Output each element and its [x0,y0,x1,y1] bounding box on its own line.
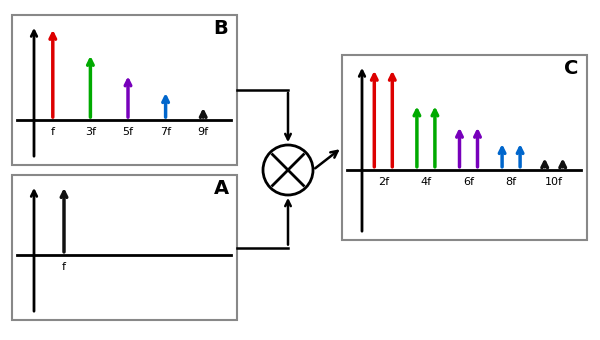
Circle shape [263,145,313,195]
Text: 2f: 2f [378,177,389,187]
Bar [342,55,587,240]
Text: 4f: 4f [421,177,431,187]
Text: 7f: 7f [160,127,171,137]
Text: B: B [214,18,229,37]
Text: 9f: 9f [197,127,209,137]
Text: C: C [564,58,578,78]
Text: 5f: 5f [122,127,133,137]
Bar [12,175,237,320]
Text: 3f: 3f [85,127,96,137]
Text: 10f: 10f [545,177,563,187]
Bar [12,15,237,165]
Text: A: A [214,178,229,198]
Text: 6f: 6f [463,177,474,187]
Text: f: f [51,127,55,137]
Text: 8f: 8f [506,177,517,187]
Text: f: f [62,262,66,272]
